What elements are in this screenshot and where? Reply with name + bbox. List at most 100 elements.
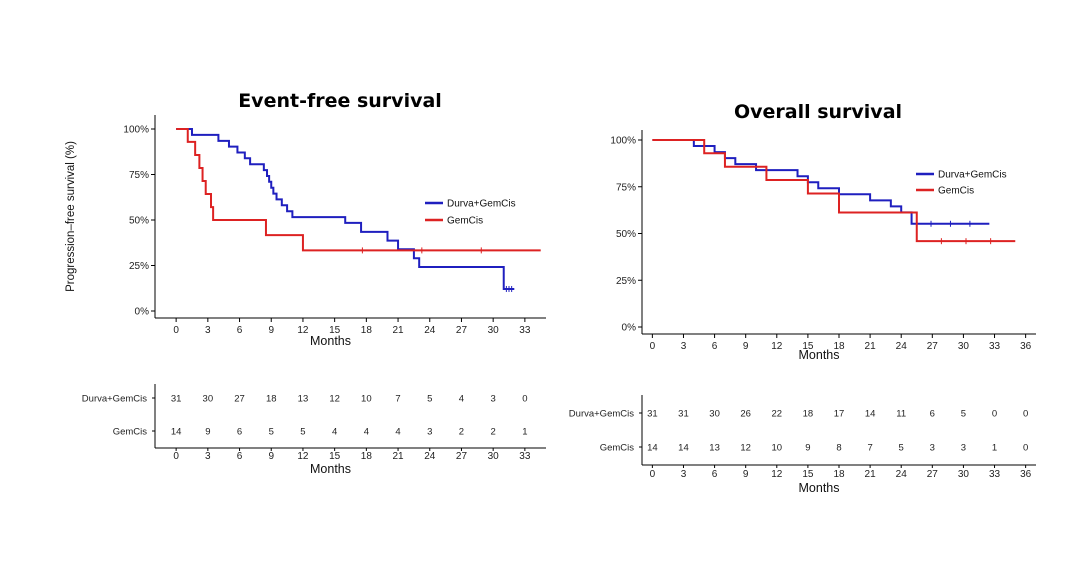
chart-2-y-tick-label: 50% [616,229,636,240]
chart-2-x-tick-label: 33 [989,341,1001,352]
chart-2-risk-count: 22 [772,409,783,420]
chart-2-risk-count: 5 [899,443,904,454]
chart-2-risk-x-tick-label: 9 [743,469,749,480]
chart-2-risk-x-tick-label: 33 [989,469,1001,480]
chart-2-title: Overall survival [734,101,902,123]
chart-2-risk-count: 12 [740,443,751,454]
chart-2-risk-x-tick-label: 6 [712,469,718,480]
chart-2-risk-row-label: GemCis [600,443,635,454]
chart-2-risk-x-tick-label: 15 [802,469,814,480]
chart-2-risk-count: 14 [678,443,689,454]
chart-1-risk-count: 14 [171,427,182,438]
chart-2-x-tick-label: 30 [958,341,970,352]
chart-2-x-tick-label: 9 [743,341,749,352]
chart-1-legend-label-2: GemCis [447,216,483,227]
chart-2-risk-x-tick-label: 12 [771,469,783,480]
chart-1-risk-count: 3 [427,427,432,438]
chart-1-x-axis-label: Months [310,334,351,348]
chart-1-y-tick-label: 25% [129,261,149,272]
chart-2-risk-x-axis-label: Months [799,481,840,495]
chart-1-risk-row-label: GemCis [113,427,148,438]
chart-2-risk-count: 30 [709,409,720,420]
chart-1-risk-x-tick-label: 6 [237,451,243,462]
chart-2-risk-count: 31 [678,409,689,420]
chart-1-risk-count: 2 [459,427,464,438]
chart-2-risk-count: 3 [961,443,966,454]
chart-2-risk-count: 6 [930,409,935,420]
chart-1-risk-count: 4 [395,427,400,438]
chart-1-x-tick-label: 12 [297,325,309,336]
chart-2-x-tick-label: 12 [771,341,783,352]
chart-2-risk-count: 31 [647,409,658,420]
chart-1-series-1-line [176,128,515,290]
chart-1-risk-count: 30 [203,394,214,405]
chart-1-risk-count: 31 [171,394,182,405]
chart-2-risk-count: 9 [805,443,810,454]
chart-2-legend-label-1: Durva+GemCis [938,170,1007,181]
chart-2-series-1-line [652,139,990,225]
chart-2-risk-count: 13 [709,443,720,454]
chart-1-risk-count: 5 [269,427,274,438]
chart-2-x-tick-label: 24 [896,341,908,352]
chart-2-risk-count: 14 [647,443,658,454]
chart-1-y-axis-label: Progression–free survival (%) [65,141,77,292]
chart-1-title: Event-free survival [238,90,442,112]
chart-1-x-tick-label: 33 [519,325,531,336]
chart-1-y-tick-label: 75% [129,170,149,181]
chart-1-x-tick-label: 18 [361,325,373,336]
chart-1-risk-count: 0 [522,394,527,405]
chart-1-risk-count: 5 [427,394,432,405]
chart-1-legend-label-1: Durva+GemCis [447,199,516,210]
chart-2-risk-x-tick-label: 0 [650,469,656,480]
chart-1-risk-x-tick-label: 12 [297,451,309,462]
chart-2-x-tick-label: 36 [1020,341,1032,352]
chart-2-risk-count: 17 [834,409,845,420]
chart-1-y-tick-label: 100% [123,125,149,136]
chart-2-x-axis-label: Months [799,348,840,362]
chart-2-risk-count: 10 [772,443,783,454]
chart-2-risk-x-tick-label: 30 [958,469,970,480]
chart-2-risk-count: 7 [867,443,872,454]
chart-2-risk-count: 11 [896,409,906,420]
chart-1-risk-x-tick-label: 33 [519,451,531,462]
chart-2-risk-count: 26 [740,409,751,420]
chart-2-y-tick-label: 25% [616,276,636,287]
chart-2-risk-count: 3 [930,443,935,454]
chart-2-risk-x-tick-label: 36 [1020,469,1032,480]
chart-1-risk-count: 13 [298,394,309,405]
chart-1-risk-row-label: Durva+GemCis [82,394,147,405]
chart-2-x-tick-label: 3 [681,341,687,352]
chart-1-risk-count: 4 [459,394,464,405]
chart-1-risk-x-tick-label: 21 [392,451,404,462]
chart-1-risk-count: 10 [361,394,372,405]
chart-2-x-tick-label: 0 [650,341,656,352]
chart-1-series-2-line [176,128,541,252]
chart-2-legend-label-2: GemCis [938,186,974,197]
chart-1-risk-count: 2 [491,427,496,438]
chart-1-x-tick-label: 3 [205,325,211,336]
chart-1-y-tick-label: 0% [135,307,150,318]
chart-2-risk-count: 18 [803,409,814,420]
chart-2-risk-count: 8 [836,443,841,454]
chart-1-x-tick-label: 21 [392,325,404,336]
chart-2-y-tick-label: 100% [610,136,636,147]
chart-2-y-tick-label: 0% [622,323,637,334]
chart-2-risk-x-tick-label: 21 [865,469,877,480]
chart-1-risk-x-tick-label: 27 [456,451,468,462]
chart-2-risk-x-tick-label: 18 [833,469,845,480]
chart-1-risk-count: 1 [522,427,527,438]
chart-2-risk-count: 0 [1023,443,1028,454]
chart-2-x-tick-label: 6 [712,341,718,352]
chart-1-risk-count: 18 [266,394,277,405]
chart-1-risk-count: 5 [300,427,305,438]
chart-1-risk-x-tick-label: 18 [361,451,373,462]
chart-2-x-tick-label: 21 [865,341,877,352]
chart-2-risk-count: 5 [961,409,966,420]
chart-2-x-tick-label: 15 [802,341,814,352]
chart-1-risk-count: 9 [205,427,210,438]
chart-1-x-tick-label: 27 [456,325,468,336]
chart-1-risk-count: 4 [364,427,369,438]
chart-1-risk-x-tick-label: 30 [488,451,500,462]
chart-1-risk-x-tick-label: 15 [329,451,341,462]
chart-1-risk-count: 27 [234,394,245,405]
